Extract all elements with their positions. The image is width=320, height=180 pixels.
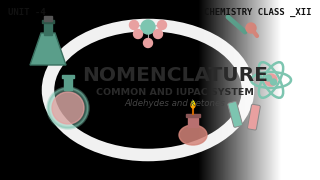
Circle shape: [130, 21, 139, 30]
Bar: [64, 76, 72, 90]
Circle shape: [157, 21, 166, 30]
Bar: [44, 21, 52, 35]
Polygon shape: [30, 33, 66, 65]
Text: CHEMISTRY CLASS _XII: CHEMISTRY CLASS _XII: [204, 8, 312, 17]
Circle shape: [270, 79, 276, 85]
FancyBboxPatch shape: [228, 102, 243, 127]
Circle shape: [133, 30, 142, 39]
Circle shape: [265, 74, 277, 86]
Bar: [42, 20, 54, 23]
Circle shape: [52, 92, 84, 124]
Circle shape: [154, 30, 163, 39]
Bar: [62, 75, 74, 78]
Ellipse shape: [191, 102, 195, 108]
Bar: [188, 115, 198, 127]
Ellipse shape: [192, 101, 194, 105]
Bar: [44, 16, 52, 21]
Text: UNIT -4: UNIT -4: [8, 8, 46, 17]
Ellipse shape: [179, 125, 207, 145]
Circle shape: [143, 39, 153, 48]
Text: COMMON AND IUPAC SYSTEM: COMMON AND IUPAC SYSTEM: [96, 87, 254, 96]
Circle shape: [266, 75, 271, 81]
FancyBboxPatch shape: [248, 104, 260, 130]
Circle shape: [246, 23, 256, 33]
Circle shape: [48, 88, 88, 128]
Text: Aldehydes and ketones: Aldehydes and ketones: [124, 98, 225, 107]
Bar: [186, 114, 200, 117]
Circle shape: [141, 20, 155, 34]
Text: NOMENCLATURE: NOMENCLATURE: [82, 66, 268, 84]
